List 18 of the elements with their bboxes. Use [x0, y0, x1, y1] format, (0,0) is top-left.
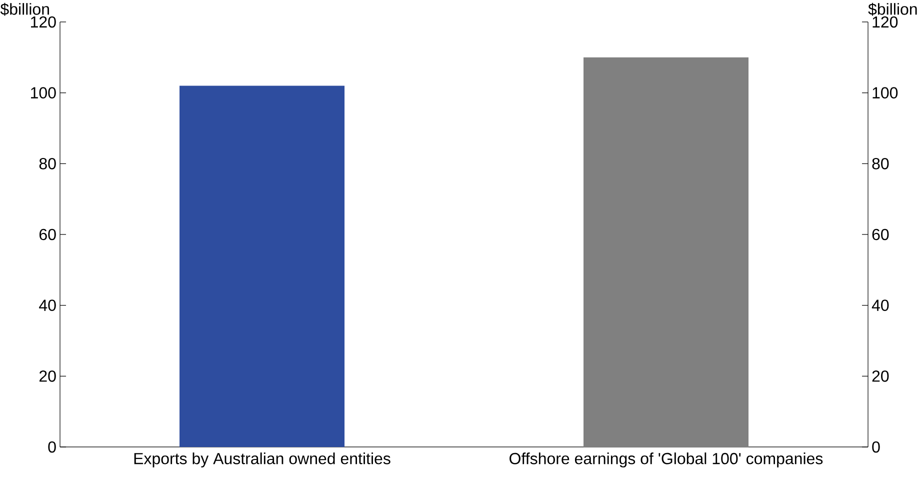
y-tick-label: 120	[31, 16, 56, 28]
y-axis-title: $billion	[0, 2, 49, 16]
y-tick-label: 40	[39, 300, 56, 311]
y-tick-label: 0	[48, 441, 56, 453]
x-tick-label: Offshore earnings of 'Global 100' companies	[510, 452, 823, 468]
y2-tick-label: 80	[872, 158, 889, 170]
y2-tick-label: 40	[872, 300, 889, 311]
y-tick-label: 80	[39, 158, 56, 170]
y2-tick-label: 100	[872, 87, 898, 98]
y2-axis-title: $billion	[868, 2, 917, 16]
y2-tick-label: 120	[872, 16, 898, 28]
x-tick-label: Exports by Australian owned entities	[134, 452, 390, 468]
y-tick-label: 60	[40, 228, 56, 240]
y-tick-label: 20	[40, 370, 56, 382]
y-tick-label: 100	[31, 87, 56, 98]
y2-tick-label: 60	[872, 228, 889, 240]
y2-tick-label: 20	[872, 370, 889, 382]
y2-tick-label: 0	[872, 441, 880, 453]
